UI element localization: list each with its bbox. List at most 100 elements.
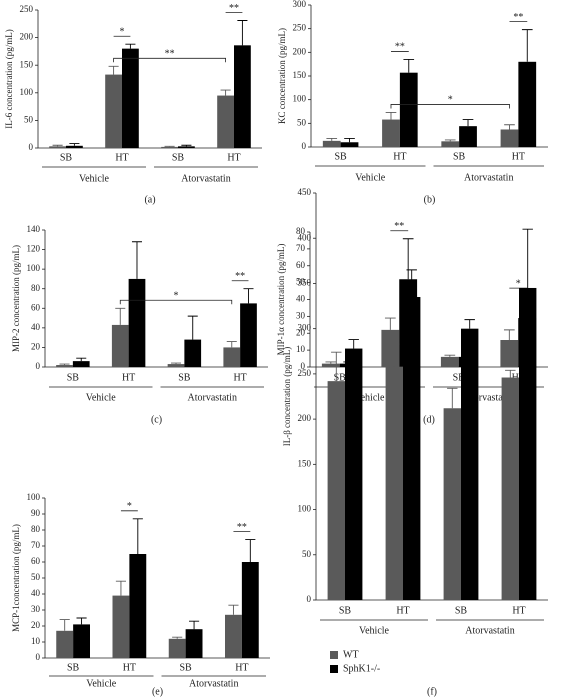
- bar: [225, 614, 242, 658]
- y-tick-label: 60: [31, 302, 41, 312]
- group-label: Vehicle: [355, 172, 386, 183]
- panel-label: (f): [427, 686, 437, 697]
- y-axis-label: IL-β concentration (pg/mL): [282, 347, 292, 447]
- error-bar: [237, 20, 248, 46]
- bar: [56, 365, 73, 367]
- panel-label: (d): [423, 414, 435, 425]
- y-tick-label: 30: [31, 604, 41, 614]
- category-label: SB: [335, 151, 348, 162]
- y-tick-label: 40: [296, 294, 306, 304]
- error-bar: [52, 144, 63, 147]
- error-bar: [464, 319, 475, 329]
- bar: [111, 324, 129, 367]
- category-label: SB: [453, 151, 466, 162]
- bar: [345, 348, 363, 600]
- error-bar: [243, 288, 254, 304]
- error-bar: [521, 29, 533, 62]
- error-bar: [503, 329, 515, 340]
- error-bar: [504, 124, 515, 130]
- y-tick-label: 10: [31, 636, 41, 646]
- y-tick-label: 0: [29, 142, 34, 152]
- error-bar: [331, 351, 342, 382]
- y-tick-label: 50: [24, 114, 34, 124]
- bar: [385, 366, 403, 600]
- bar: [128, 278, 146, 367]
- y-tick-label: 20: [31, 341, 41, 351]
- y-tick-label: 0: [36, 652, 41, 662]
- bar: [399, 72, 418, 147]
- y-tick-label: 250: [298, 368, 312, 378]
- bar: [184, 339, 202, 367]
- y-axis-label: MCP-1concentration (pg/mL): [11, 524, 21, 632]
- error-bar: [344, 138, 355, 143]
- group-label: Atorvastatin: [464, 172, 513, 183]
- group-label: Atorvastatin: [188, 392, 237, 403]
- y-tick-label: 250: [293, 23, 307, 33]
- error-bar: [132, 518, 143, 554]
- error-bar: [189, 620, 200, 630]
- bar: [340, 142, 359, 147]
- y-tick-label: 0: [36, 361, 41, 371]
- y-tick-label: 300: [293, 0, 307, 9]
- bar: [519, 287, 537, 600]
- error-bar: [125, 43, 136, 49]
- y-tick-label: 40: [31, 588, 41, 598]
- y-tick-label: 50: [297, 117, 307, 127]
- bar: [500, 340, 519, 367]
- panel-label: (e): [152, 686, 163, 697]
- error-bar: [384, 317, 396, 330]
- panel-label: (a): [144, 194, 155, 205]
- bar: [327, 381, 345, 600]
- significance-label: *: [448, 95, 453, 106]
- category-label: HT: [123, 662, 136, 673]
- category-label: SB: [455, 605, 468, 616]
- bar: [167, 364, 185, 367]
- y-tick-label: 140: [27, 224, 41, 234]
- error-bar: [402, 238, 414, 280]
- error-bar: [131, 241, 143, 279]
- error-bar: [444, 354, 456, 357]
- y-tick-label: 30: [296, 310, 306, 320]
- error-bar: [220, 89, 231, 96]
- y-tick-label: 70: [31, 540, 41, 550]
- significance-label: **: [165, 49, 175, 60]
- y-tick-label: 450: [298, 187, 312, 197]
- significance-bracket: [390, 104, 510, 109]
- error-bar: [115, 580, 126, 596]
- bar: [240, 303, 257, 367]
- y-tick-label: 10: [296, 344, 306, 354]
- group-label: Vehicle: [86, 678, 117, 689]
- group-label: Atorvastatin: [189, 678, 238, 689]
- error-bar: [325, 361, 337, 364]
- y-axis-label: MIP-2 concentration (pg/mL): [11, 245, 21, 352]
- bar: [440, 356, 459, 367]
- error-bar: [115, 307, 126, 325]
- error-bar: [326, 138, 338, 141]
- y-tick-label: 80: [31, 524, 41, 534]
- bar: [122, 48, 139, 148]
- bar: [56, 630, 74, 658]
- group-label: Vehicle: [355, 392, 386, 403]
- legend-label: SphK1-/-: [343, 663, 380, 674]
- error-bar: [505, 369, 516, 378]
- y-tick-label: 150: [20, 59, 34, 69]
- y-tick-label: 0: [307, 594, 312, 604]
- y-tick-label: 300: [298, 323, 312, 333]
- bar: [241, 562, 259, 658]
- bar: [105, 74, 122, 148]
- category-label: HT: [393, 151, 406, 162]
- y-tick-label: 350: [298, 278, 312, 288]
- category-label: HT: [512, 605, 525, 616]
- error-bar: [69, 143, 80, 146]
- bar: [49, 146, 66, 148]
- group-label: Vehicle: [86, 392, 117, 403]
- bar: [223, 347, 241, 367]
- category-label: SB: [180, 662, 193, 673]
- category-label: SB: [334, 372, 347, 383]
- significance-label: *: [516, 278, 521, 289]
- significance-bracket: [119, 299, 233, 305]
- bar: [321, 363, 340, 367]
- category-label: SB: [60, 152, 73, 163]
- significance-label: *: [127, 501, 132, 512]
- category-label: SB: [67, 372, 80, 383]
